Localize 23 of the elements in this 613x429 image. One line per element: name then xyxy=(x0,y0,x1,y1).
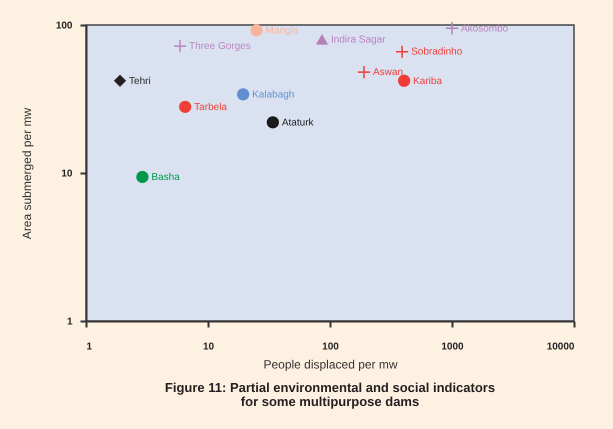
text: Figure 11: Partial environmental and social indicators for some multipurpose dams xyxy=(164,380,496,409)
x-tick-label: 100 xyxy=(322,342,340,352)
series-label: Basha xyxy=(151,172,180,183)
y-tick-label: 1 xyxy=(66,316,73,328)
x-axis-title: People displaced per mw xyxy=(263,358,398,372)
x-tick-label: 10 xyxy=(202,342,214,352)
series-label: Kalabagh xyxy=(252,89,294,100)
series-label: Mangla xyxy=(266,25,299,36)
series-label: Ataturk xyxy=(282,117,315,128)
series-label: Three Gorges xyxy=(189,41,251,52)
series-label: Kariba xyxy=(413,76,442,87)
x-tick-label: 10000 xyxy=(546,342,575,352)
x-tick-label: 1000 xyxy=(441,342,464,352)
series-label: Aswan xyxy=(373,67,404,78)
y-axis-title: Area submerged per mw xyxy=(20,107,34,240)
series-label: Indira Sagar xyxy=(331,34,386,46)
y-tick-label: 100 xyxy=(56,20,73,32)
series-label: Sobradinho xyxy=(411,46,463,58)
series-label: Akosombo xyxy=(461,23,509,34)
x-tick-label: 1 xyxy=(86,342,92,352)
series-label: Tehri xyxy=(129,76,151,87)
y-tick-label: 10 xyxy=(61,168,73,180)
series-label: Tarbela xyxy=(194,102,228,113)
